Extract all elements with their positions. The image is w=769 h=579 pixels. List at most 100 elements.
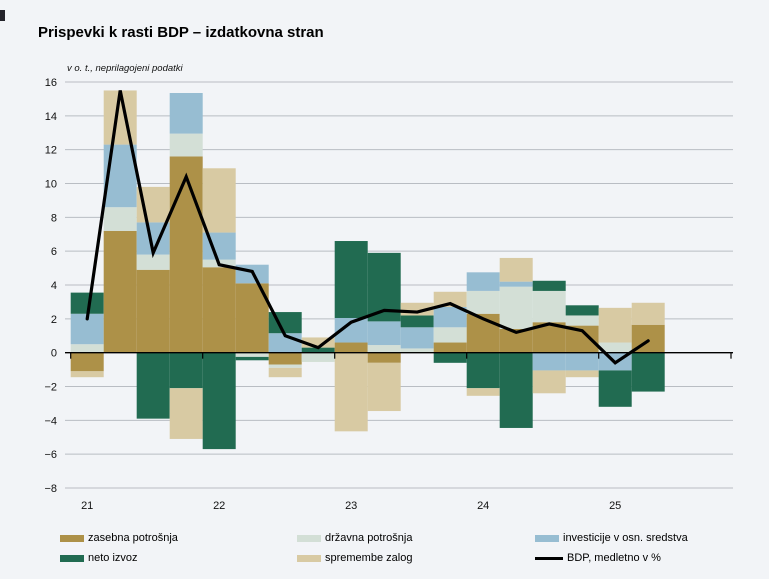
bar-segment-zasebna bbox=[70, 352, 104, 372]
bar-segment-investicije bbox=[499, 281, 533, 287]
legend-label: državna potrošnja bbox=[325, 532, 413, 544]
legend-item-zaloge: spremembe zalog bbox=[297, 548, 535, 568]
bar-segment-drzavna bbox=[466, 290, 500, 314]
y-axis-label: 10 bbox=[45, 179, 57, 191]
bar-segment-zasebna bbox=[202, 267, 236, 353]
y-axis-label: 12 bbox=[45, 145, 57, 157]
y-axis-label: 2 bbox=[51, 314, 57, 326]
bar-segment-zaloge bbox=[301, 337, 335, 348]
bar-segment-zaloge bbox=[433, 291, 467, 307]
bar-segment-drzavna bbox=[235, 352, 269, 357]
x-year-label: 24 bbox=[477, 500, 489, 512]
y-axis-label: 0 bbox=[51, 348, 57, 360]
bar-segment-zaloge bbox=[169, 388, 203, 439]
y-axis-label: 8 bbox=[51, 212, 57, 224]
bar-segment-drzavna bbox=[268, 364, 302, 368]
bar-segment-neto bbox=[136, 352, 170, 419]
bar-segment-neto bbox=[400, 315, 434, 328]
x-year-label: 21 bbox=[81, 500, 93, 512]
legend-item-bdp-line: BDP, medletno v % bbox=[535, 548, 759, 568]
bar-segment-zasebna bbox=[268, 352, 302, 365]
bar-segment-zaloge bbox=[268, 367, 302, 378]
bar-segment-zaloge bbox=[70, 371, 104, 378]
x-year-label: 23 bbox=[345, 500, 357, 512]
bar-segment-drzavna bbox=[169, 133, 203, 157]
bar-segment-zaloge bbox=[532, 370, 566, 394]
bar-segment-investicije bbox=[433, 306, 467, 328]
y-axis-label: −8 bbox=[44, 483, 57, 495]
legend-label: zasebna potrošnja bbox=[88, 532, 178, 544]
legend-item-drzavna: državna potrošnja bbox=[297, 528, 535, 548]
x-year-label: 22 bbox=[213, 500, 225, 512]
page-title: Prispevki k rasti BDP – izdatkovna stran bbox=[38, 24, 324, 41]
bar-segment-drzavna bbox=[301, 352, 335, 362]
bar-segment-neto bbox=[631, 352, 665, 392]
bar-segment-neto bbox=[466, 352, 500, 389]
y-axis-label: 16 bbox=[45, 77, 57, 89]
bar-segment-neto bbox=[235, 356, 269, 361]
legend-label: neto izvoz bbox=[88, 552, 138, 564]
bar-segment-investicije bbox=[367, 321, 401, 346]
bar-segment-zaloge bbox=[466, 388, 500, 396]
bar-segment-zasebna bbox=[433, 342, 467, 353]
zaloge-swatch-icon bbox=[297, 554, 321, 562]
corner-artifact bbox=[0, 10, 5, 21]
bar-segment-neto bbox=[565, 305, 599, 316]
legend-label: spremembe zalog bbox=[325, 552, 413, 564]
bar-segment-zasebna bbox=[169, 156, 203, 353]
bar-segment-zaloge bbox=[565, 370, 599, 378]
bar-segment-neto bbox=[70, 292, 104, 314]
bar-segment-zaloge bbox=[334, 352, 368, 432]
bdp-line bbox=[85, 90, 650, 365]
bar-segment-zaloge bbox=[202, 168, 236, 233]
bar-segment-drzavna bbox=[70, 344, 104, 353]
bar-segment-zasebna bbox=[334, 342, 368, 353]
bar-segment-zaloge bbox=[367, 362, 401, 412]
zasebna-swatch-icon bbox=[60, 534, 84, 542]
bar-segment-zaloge bbox=[631, 302, 665, 325]
bar-segment-neto bbox=[532, 280, 566, 291]
bar-segment-investicije bbox=[532, 352, 566, 371]
bar-segment-drzavna bbox=[400, 348, 434, 353]
y-axis-label: −4 bbox=[44, 415, 57, 427]
neto-izvoz-swatch-icon bbox=[60, 554, 84, 562]
bar-segment-investicije bbox=[169, 92, 203, 134]
bar-segment-zaloge bbox=[499, 257, 533, 282]
bar-segment-drzavna bbox=[532, 290, 566, 323]
bar-segment-investicije bbox=[400, 327, 434, 349]
bar-segment-neto bbox=[499, 352, 533, 428]
legend-label: investicije v osn. sredstva bbox=[563, 532, 688, 544]
bar-segment-neto bbox=[301, 347, 335, 353]
bar-segment-zasebna bbox=[367, 352, 401, 363]
bar-segment-zasebna bbox=[499, 328, 533, 353]
bdp-line-swatch-icon bbox=[535, 556, 563, 560]
bar-segment-zasebna bbox=[103, 230, 137, 353]
bar-segment-neto bbox=[334, 241, 368, 318]
legend-item-zasebna: zasebna potrošnja bbox=[60, 528, 297, 548]
bar-segment-zasebna bbox=[136, 269, 170, 353]
drzavna-swatch-icon bbox=[297, 534, 321, 542]
bar-segment-drzavna bbox=[136, 254, 170, 270]
investicije-swatch-icon bbox=[535, 534, 559, 542]
bar-segment-investicije bbox=[466, 272, 500, 291]
y-axis-label: 6 bbox=[51, 246, 57, 258]
bar-segment-drzavna bbox=[598, 342, 632, 353]
bar-segment-drzavna bbox=[565, 315, 599, 326]
y-axis-label: −6 bbox=[44, 449, 57, 461]
y-axis-label: 14 bbox=[45, 111, 57, 123]
x-year-label: 25 bbox=[609, 500, 621, 512]
legend-item-investicije: investicije v osn. sredstva bbox=[535, 528, 759, 548]
y-axis-label: −2 bbox=[44, 382, 57, 394]
bar-segment-investicije bbox=[565, 352, 599, 371]
legend-item-neto-izvoz: neto izvoz bbox=[60, 548, 297, 568]
bar-segment-drzavna bbox=[433, 327, 467, 343]
bar-segment-neto bbox=[598, 370, 632, 407]
legend-label: BDP, medletno v % bbox=[567, 552, 661, 564]
chart-subtitle: v o. t., neprilagojeni podatki bbox=[67, 63, 183, 74]
bar-segment-neto bbox=[433, 352, 467, 363]
bar-segment-drzavna bbox=[499, 286, 533, 329]
bar-segment-neto bbox=[202, 352, 236, 450]
bar-segment-zaloge bbox=[598, 307, 632, 343]
